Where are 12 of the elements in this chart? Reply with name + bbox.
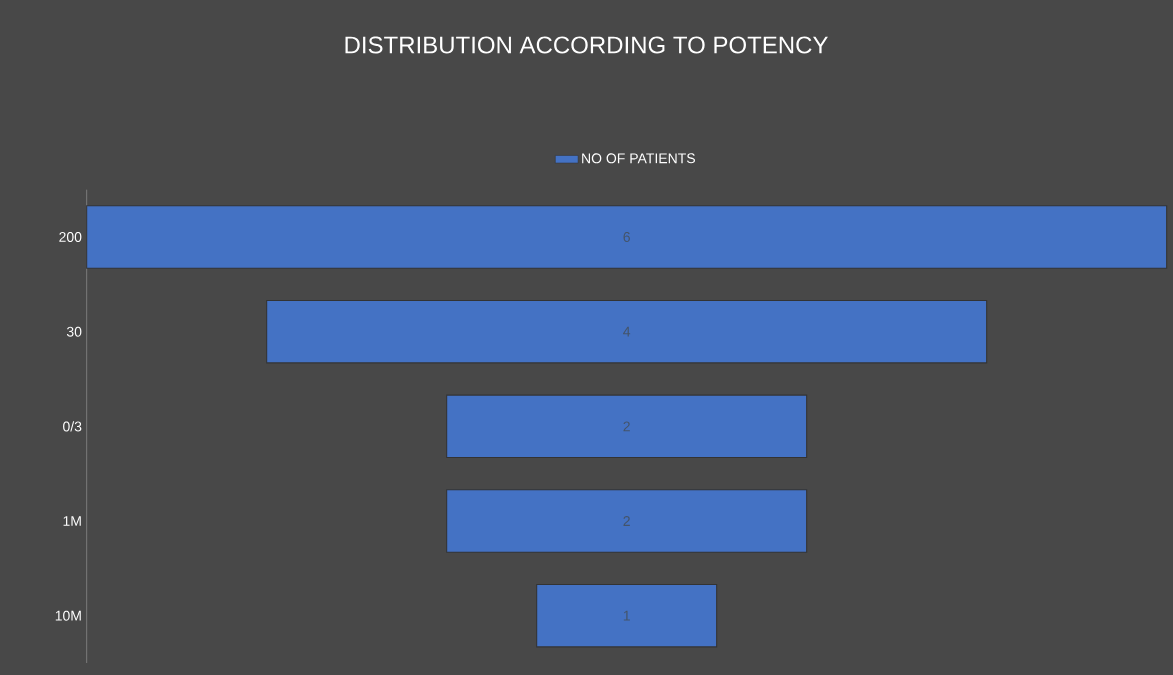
data-label: 1 xyxy=(623,610,630,621)
category-label: 200 xyxy=(59,232,82,242)
category-label: 10M xyxy=(55,610,81,621)
category-label: 0/3 xyxy=(63,421,82,432)
data-label: 4 xyxy=(623,326,631,337)
legend-label: NO OF PATIENTS xyxy=(582,153,695,164)
category-label: 1M xyxy=(63,516,81,526)
data-label: 6 xyxy=(623,232,630,242)
data-label: 2 xyxy=(623,516,630,526)
data-label: 2 xyxy=(623,421,630,432)
text: DISTRIBUTION ACCORDING TO POTENCY xyxy=(345,36,828,54)
category-label: 30 xyxy=(66,326,82,337)
